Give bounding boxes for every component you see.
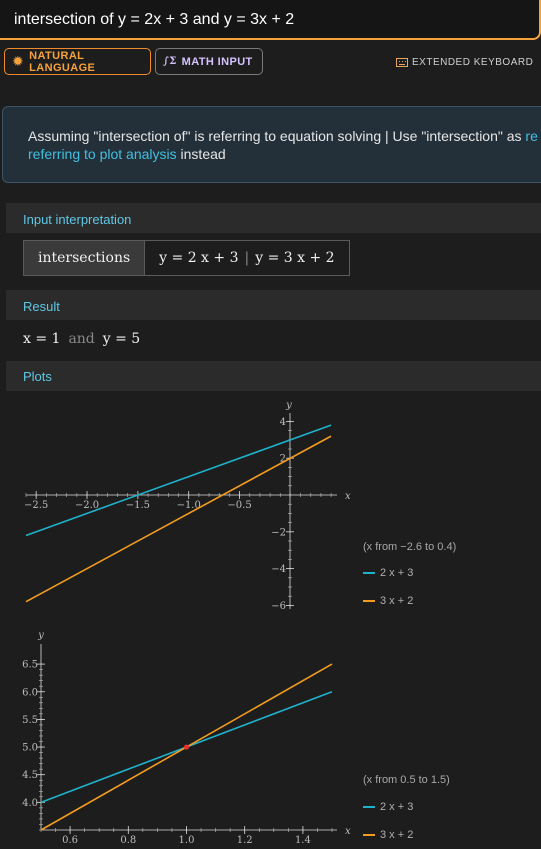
series-line-2x3 (25, 424, 332, 537)
legend-item-3x2: 3 x + 2 (363, 587, 413, 615)
gear-icon: ✹ (12, 53, 25, 69)
legend-swatch-2x3 (363, 572, 375, 574)
interp-cell-intersections: intersections (24, 241, 146, 275)
legend-swatch-3x2 (363, 600, 375, 602)
pod-header-result (6, 290, 541, 320)
series-line-3x2 (25, 435, 332, 603)
x-tick-label: 0.6 (62, 835, 78, 846)
assumption-suffix: instead (176, 146, 226, 162)
y-tick-label: 5.0 (22, 743, 38, 754)
y-tick-label: 4 (280, 417, 286, 428)
plot-2-range: (x from 0.5 to 1.5) (363, 774, 450, 786)
legend-label-2x3: 2 x + 3 (380, 567, 414, 579)
y-axis-label: y (37, 630, 44, 641)
result-y: y = 5 (102, 331, 141, 347)
y-tick-label: −4 (271, 564, 286, 575)
x-axis-label: x (345, 826, 351, 837)
math-icon: ∫Σ (163, 56, 177, 67)
assumption-link-plot-analysis[interactable]: referring to plot analysis (28, 146, 177, 162)
pod-title-plots: Plots (23, 369, 52, 384)
assumption-text: Assuming "intersection of" is referring … (28, 128, 526, 144)
result-x: x = 1 (23, 331, 61, 347)
x-tick-label: 0.8 (120, 835, 136, 846)
plot-2-legend: 2 x + 3 3 x + 2 (363, 793, 413, 849)
pod-title-input: Input interpretation (23, 212, 132, 227)
y-tick-label: −2 (271, 527, 286, 538)
x-tick-label: −2.0 (75, 500, 99, 511)
natural-language-label: NATURAL LANGUAGE (29, 49, 96, 74)
y-tick-label: 2 (280, 454, 286, 465)
legend-swatch-3x2 (363, 834, 375, 836)
plot-1-range: (x from −2.6 to 0.4) (363, 541, 457, 553)
plot-1-legend: 2 x + 3 3 x + 2 (363, 559, 413, 615)
y-tick-label: 5.5 (22, 715, 38, 726)
math-input-label: MATH INPUT (181, 55, 253, 68)
equation-separator: | (244, 250, 250, 266)
legend-item-3x2: 3 x + 2 (363, 821, 413, 849)
equation-1: y = 2 x + 3 (159, 250, 239, 266)
x-tick-label: −1.0 (177, 500, 201, 511)
legend-item-2x3: 2 x + 3 (363, 559, 413, 587)
assumption-link-start[interactable]: re (525, 128, 538, 144)
x-tick-label: 1.2 (237, 835, 253, 846)
result-and: and (68, 331, 95, 347)
y-axis-label: y (285, 400, 292, 411)
y-tick-label: 6.5 (22, 660, 38, 671)
extended-keyboard-button[interactable]: EXTENDED KEYBOARD (396, 57, 533, 68)
legend-label-3x2: 3 x + 2 (380, 595, 414, 607)
natural-language-button[interactable]: ✹ NATURAL LANGUAGE (4, 48, 151, 75)
query-input[interactable]: intersection of y = 2x + 3 and y = 3x + … (0, 0, 541, 40)
interp-cell-equations: y = 2 x + 3 | y = 3 x + 2 (145, 241, 348, 275)
pod-header-input (6, 203, 541, 233)
plot-2: 0.6 0.8 1.0 1.2 1.4 6.5 6.0 5.5 5.0 4.5 4.0 x y (22, 630, 351, 846)
x-tick-label: −2.5 (24, 500, 48, 511)
legend-item-2x3: 2 x + 3 (363, 793, 413, 821)
x-axis-label: x (345, 491, 351, 502)
y-tick-label: −6 (271, 601, 286, 612)
x-tick-label: −0.5 (227, 500, 251, 511)
legend-label-2x3: 2 x + 3 (380, 801, 414, 813)
keyboard-icon (396, 58, 408, 67)
result-value: x = 1 and y = 5 (23, 331, 140, 347)
plot-1: −2.5 −2.0 −1.5 −1.0 −0.5 4 2 −2 −4 −6 x y (24, 400, 351, 612)
pod-title-result: Result (23, 299, 60, 314)
x-tick-label: 1.4 (295, 835, 311, 846)
y-tick-label: 6.0 (22, 687, 38, 698)
math-input-button[interactable]: ∫Σ MATH INPUT (155, 48, 263, 75)
legend-label-3x2: 3 x + 2 (380, 829, 414, 841)
pod-header-plots (6, 361, 541, 391)
query-text[interactable]: intersection of y = 2x + 3 and y = 3x + … (14, 11, 295, 28)
y-tick-label: 4.0 (22, 798, 38, 809)
assumption-box: Assuming "intersection of" is referring … (2, 106, 541, 183)
x-tick-label: 1.0 (179, 835, 195, 846)
extended-keyboard-label: EXTENDED KEYBOARD (412, 57, 534, 68)
x-tick-label: −1.5 (126, 500, 150, 511)
input-interpretation: intersections y = 2 x + 3 | y = 3 x + 2 (23, 240, 350, 276)
y-tick-label: 4.5 (22, 770, 38, 781)
equation-2: y = 3 x + 2 (255, 250, 335, 266)
legend-swatch-2x3 (363, 806, 375, 808)
intersection-point (183, 744, 190, 750)
